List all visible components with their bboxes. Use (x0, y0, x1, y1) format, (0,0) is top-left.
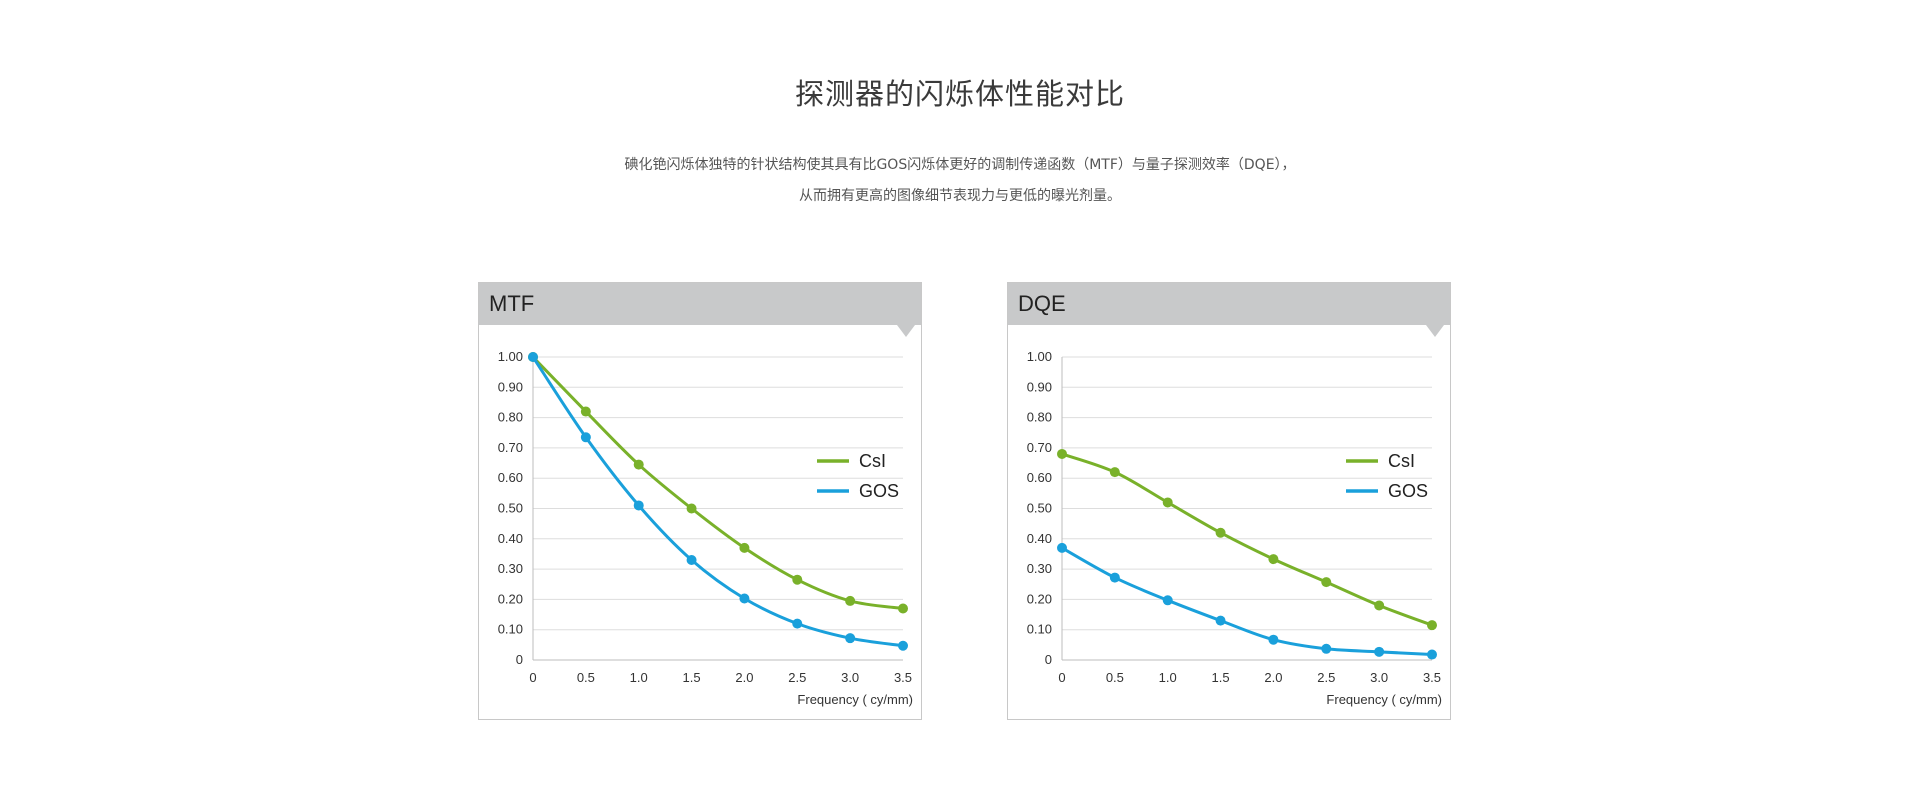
dqe-gos-data-point (1374, 646, 1385, 657)
y-tick-label: 1.00 (1027, 349, 1052, 364)
page-title: 探测器的闪烁体性能对比 (794, 77, 1125, 111)
y-tick-label: 0.40 (498, 531, 523, 546)
legend-label-gos: GOS (1388, 481, 1428, 501)
description: 碘化铯闪烁体独特的针状结构使其具有比GOS闪烁体更好的调制传递函数（MTF）与量… (0, 150, 1920, 212)
dqe-gos-data-point (1427, 649, 1437, 660)
y-tick-label: 0.60 (498, 470, 523, 485)
x-tick-label: 0 (529, 670, 536, 685)
x-tick-label: 0 (1058, 670, 1065, 685)
mtf-gos-data-point (686, 555, 697, 566)
y-tick-label: 0.20 (498, 591, 523, 606)
y-tick-label: 0 (1045, 652, 1052, 667)
x-tick-label: 2.5 (788, 670, 806, 685)
dqe-chart: 00.100.200.300.400.500.600.700.800.901.0… (1027, 349, 1442, 707)
y-tick-label: 0.90 (498, 379, 523, 394)
y-tick-label: 0.20 (1027, 591, 1052, 606)
mtf-chart-header: MTF (479, 283, 921, 325)
x-tick-label: 3.5 (1423, 670, 1441, 685)
x-tick-label: 1.0 (1159, 670, 1177, 685)
description-line-1: 碘化铯闪烁体独特的针状结构使其具有比GOS闪烁体更好的调制传递函数（MTF）与量… (624, 157, 1296, 173)
mtf-csi-data-point (633, 459, 644, 470)
header-notch (1426, 325, 1444, 337)
dqe-chart-title: DQE (1018, 291, 1066, 316)
mtf-chart: 00.100.200.300.400.500.600.700.800.901.0… (498, 349, 913, 707)
mtf-csi-data-point (739, 542, 750, 553)
legend-label-gos: GOS (859, 481, 899, 501)
mtf-gos-data-point (633, 500, 644, 511)
x-tick-label: 3.0 (841, 670, 859, 685)
mtf-chart-panel: MTF 0 0.10 0.20 0.30 0.40 0.50 0.60 0.70 0.80 0.9… (478, 282, 922, 720)
x-tick-label: 1.5 (683, 670, 701, 685)
dqe-gos-data-point (1057, 542, 1067, 553)
x-tick-label: 3.5 (894, 670, 912, 685)
header-notch (897, 325, 915, 337)
x-tick-label: 0.5 (577, 670, 595, 685)
y-tick-label: 0.50 (1027, 501, 1052, 516)
x-tick-label: 1.5 (1212, 670, 1230, 685)
y-tick-label: 0.80 (498, 410, 523, 425)
dqe-csi-data-point (1268, 554, 1279, 565)
y-tick-label: 0.60 (1027, 470, 1052, 485)
x-tick-label: 3.0 (1370, 670, 1388, 685)
mtf-csi-data-point (580, 406, 591, 417)
y-tick-label: 0.10 (498, 622, 523, 637)
dqe-csi-data-point (1321, 577, 1332, 588)
x-axis-label: Frequency ( cy/mm) (1326, 692, 1442, 707)
mtf-csi-data-point (792, 574, 803, 585)
dqe-gos-data-point (1109, 572, 1120, 583)
mtf-gos-data-point (792, 618, 803, 629)
x-tick-label: 1.0 (630, 670, 648, 685)
dqe-gos-data-point (1321, 643, 1332, 654)
y-tick-label: 0.90 (1027, 379, 1052, 394)
x-tick-label: 2.0 (1264, 670, 1282, 685)
dqe-csi-data-point (1162, 497, 1173, 508)
dqe-chart-panel: DQE 0 0.10 0.20 0.30 0.40 0.50 0.60 0.70 0.80 0.9… (1007, 282, 1451, 720)
legend-label-csi: CsI (1388, 451, 1415, 471)
mtf-chart-title: MTF (489, 291, 535, 316)
description-line-2: 从而拥有更高的图像细节表现力与更低的曝光剂量。 (799, 188, 1121, 204)
legend-label-csi: CsI (859, 451, 886, 471)
x-axis-label: Frequency ( cy/mm) (797, 692, 913, 707)
dqe-csi-data-point (1057, 448, 1067, 459)
y-tick-label: 0.70 (498, 440, 523, 455)
y-tick-label: 0.70 (1027, 440, 1052, 455)
dqe-csi-data-point (1427, 620, 1437, 631)
y-tick-label: 0.40 (1027, 531, 1052, 546)
y-tick-label: 0.30 (498, 561, 523, 576)
mtf-gos-data-point (580, 432, 591, 443)
mtf-csi-series-line (531, 355, 905, 610)
y-tick-label: 0.50 (498, 501, 523, 516)
mtf-gos-data-point (528, 352, 538, 362)
y-tick-label: 0 (516, 652, 523, 667)
mtf-csi-data-point (845, 595, 856, 606)
x-tick-label: 2.0 (735, 670, 753, 685)
dqe-gos-data-point (1215, 615, 1226, 626)
dqe-csi-data-point (1215, 527, 1226, 538)
y-tick-label: 0.10 (1027, 622, 1052, 637)
mtf-csi-data-point (686, 503, 697, 514)
mtf-gos-data-point (739, 593, 750, 604)
dqe-gos-data-point (1268, 634, 1279, 645)
dqe-csi-data-point (1374, 600, 1385, 611)
x-tick-label: 0.5 (1106, 670, 1124, 685)
dqe-chart-header: DQE (1008, 283, 1450, 325)
y-tick-label: 0.30 (1027, 561, 1052, 576)
y-tick-label: 0.80 (1027, 410, 1052, 425)
mtf-csi-data-point (898, 603, 908, 614)
dqe-csi-data-point (1109, 467, 1120, 478)
mtf-gos-data-point (845, 633, 856, 644)
dqe-gos-data-point (1162, 595, 1173, 606)
x-tick-label: 2.5 (1317, 670, 1335, 685)
y-tick-label: 1.00 (498, 349, 523, 364)
mtf-gos-data-point (898, 640, 908, 651)
